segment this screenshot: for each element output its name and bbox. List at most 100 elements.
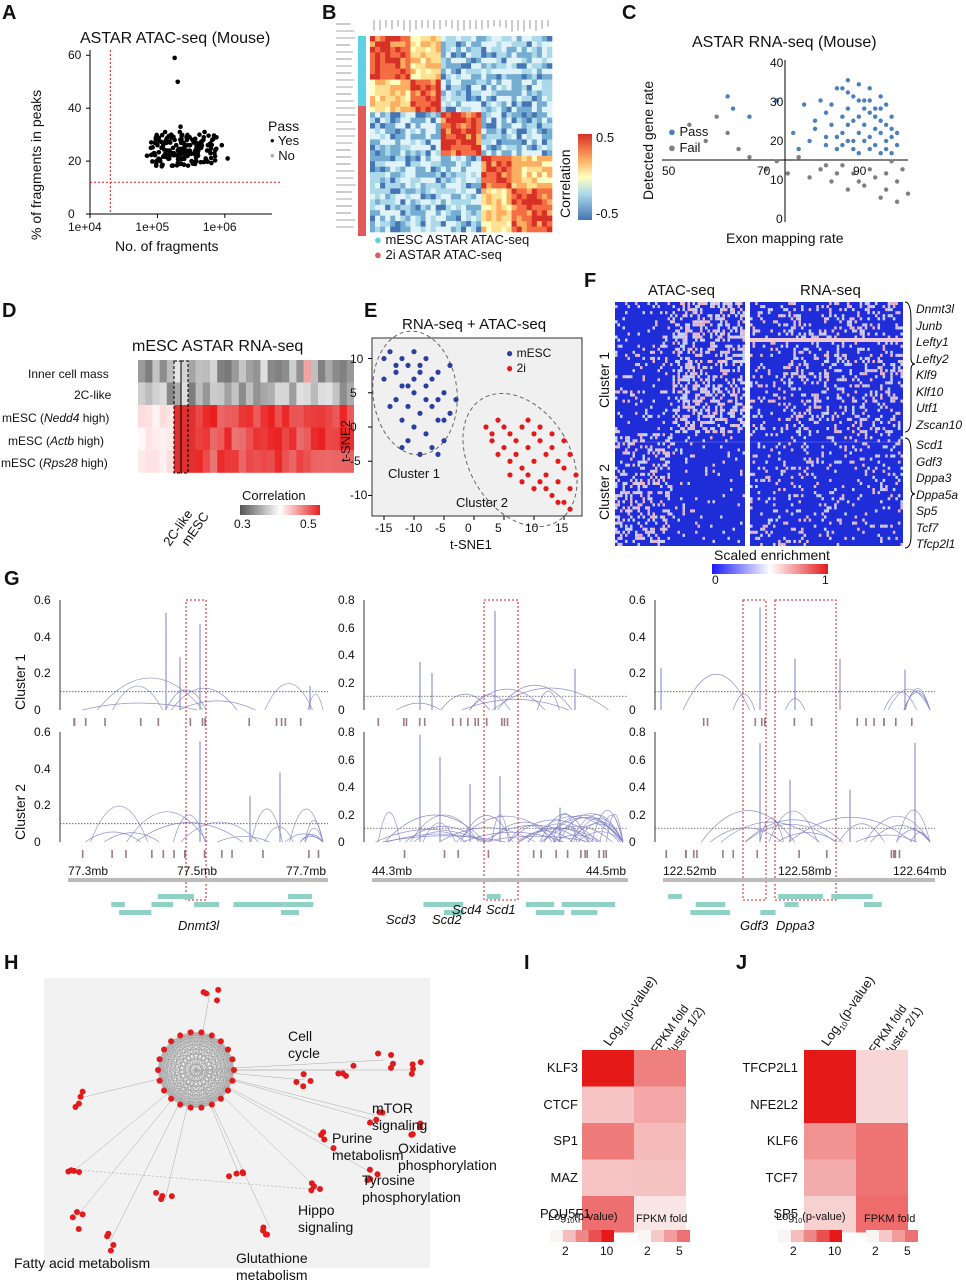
heatmap-cell — [496, 63, 502, 69]
network-edge — [157, 1069, 229, 1091]
heatmap-cell — [521, 90, 528, 97]
heatmap-cell — [400, 90, 406, 97]
heatmap-cell — [862, 372, 865, 376]
heatmap-cell — [466, 63, 472, 69]
heatmap-cell — [471, 226, 477, 233]
heatmap-cell — [650, 539, 653, 543]
heatmap-cell — [757, 384, 761, 388]
heatmap-cell — [370, 85, 376, 91]
network-edge — [211, 1080, 233, 1105]
heatmap-cell — [486, 199, 492, 206]
network-edge — [195, 1069, 319, 1191]
heatmap-cell — [887, 497, 891, 501]
heatmap-cell — [445, 46, 452, 53]
heatmap-cell — [516, 46, 522, 53]
heatmap-cell — [410, 74, 416, 80]
legend-swatch — [778, 1230, 791, 1242]
heatmap-cell — [677, 353, 680, 357]
heatmap-cell — [491, 117, 497, 124]
heatmap-cell — [872, 399, 875, 403]
data-point — [157, 156, 163, 162]
heatmap-cell — [415, 215, 421, 222]
heatmap-cell — [867, 359, 870, 363]
heatmap-cell — [632, 463, 635, 467]
heatmap-cell — [501, 204, 507, 211]
heatmap-cell — [506, 172, 512, 178]
heatmap-cell — [645, 363, 648, 367]
heatmap-cell — [813, 393, 817, 397]
heatmap-cell — [662, 518, 665, 522]
network-edge — [159, 1049, 228, 1060]
peak-bar — [231, 850, 233, 858]
heatmap-cell — [346, 450, 354, 473]
heatmap-cell — [735, 402, 738, 406]
heatmap-cell — [546, 199, 553, 206]
heatmap-cell — [430, 117, 437, 124]
network-edge — [74, 1069, 197, 1171]
heatmap-cell — [310, 427, 319, 451]
heatmap-cell — [788, 366, 791, 370]
heatmap-cell — [231, 450, 240, 473]
heatmap-cell — [430, 112, 437, 118]
heatmap-cell — [430, 52, 437, 59]
panel-letter-e: E — [364, 300, 378, 322]
heatmap-cell — [750, 500, 753, 504]
heatmap-cell — [536, 177, 543, 184]
network-edge — [171, 1035, 212, 1042]
panel-g-coord: 77.5mb — [177, 864, 218, 878]
panel-i-legend-a-min: 2 — [562, 1244, 569, 1258]
heatmap-cell — [675, 396, 678, 400]
heatmap-cell — [682, 302, 685, 306]
heatmap-cell — [712, 329, 715, 333]
heatmap-cell — [692, 369, 695, 373]
heatmap-cell — [705, 372, 708, 376]
heatmap-cell — [702, 366, 705, 370]
heatmap-cell — [640, 366, 643, 370]
heatmap-cell — [420, 139, 426, 146]
heatmap-cell — [455, 204, 462, 211]
heatmap-cell — [440, 215, 447, 222]
heatmap-cell — [715, 353, 718, 357]
heatmap-cell — [445, 101, 452, 108]
heatmap-cell — [826, 506, 830, 510]
heatmap-cell — [430, 144, 437, 151]
annotation-cell — [358, 51, 366, 56]
contact-arc — [462, 699, 569, 711]
heatmap-cell — [854, 384, 858, 388]
heatmap-cell — [390, 193, 396, 200]
heatmap-cell — [849, 320, 852, 324]
heatmap-cell — [662, 478, 665, 482]
heatmap-cell — [732, 527, 735, 531]
heatmap-cell — [471, 123, 477, 129]
heatmap-cell — [445, 161, 452, 167]
heatmap-cell — [496, 144, 502, 151]
heatmap-cell — [496, 85, 502, 91]
heatmap-cell — [430, 150, 437, 157]
heatmap-cell — [780, 314, 784, 318]
heatmap-cell — [152, 360, 160, 383]
network-edge — [190, 1098, 221, 1108]
heatmap-cell — [841, 494, 845, 498]
heatmap-cell — [620, 414, 623, 418]
heatmap-cell — [882, 402, 886, 406]
heatmap-cell — [415, 183, 421, 189]
heatmap-cell — [410, 57, 416, 64]
heatmap-cell — [395, 161, 401, 167]
heatmap-cell — [885, 430, 888, 434]
heatmap-cell — [677, 390, 680, 394]
network-node — [161, 1087, 168, 1094]
heatmap-cell — [767, 311, 771, 315]
heatmap-cell — [697, 302, 700, 306]
heatmap-cell — [400, 112, 406, 118]
heatmap-cell — [267, 405, 276, 428]
heatmap-cell — [425, 210, 431, 216]
heatmap-cell — [521, 46, 528, 53]
heatmap-cell — [332, 427, 340, 451]
heatmap-cell — [806, 451, 809, 455]
heatmap-cell — [650, 350, 653, 354]
heatmap-cell — [385, 95, 391, 102]
heatmap-cell — [762, 320, 766, 324]
heatmap-cell — [762, 445, 766, 449]
heatmap-cell — [720, 396, 723, 400]
heatmap-cell — [390, 134, 396, 140]
